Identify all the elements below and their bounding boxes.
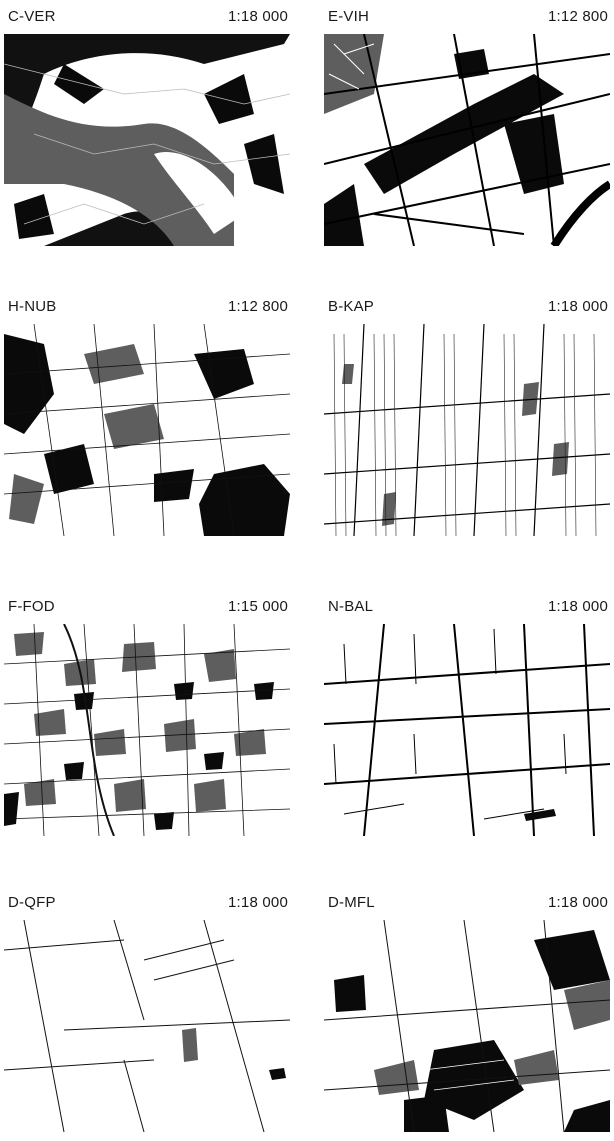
panel-header: D-QFP 1:18 000 [4,890,294,914]
landscape-map [4,624,290,836]
landscape-map [324,920,610,1140]
landscape-map [324,324,610,536]
site-code: C-VER [8,8,56,25]
map-scale: 1:18 000 [548,894,608,911]
landscape-map [4,920,290,1140]
panel-header: D-MFL 1:18 000 [324,890,614,914]
map-scale: 1:18 000 [228,894,288,911]
panel-header: H-NUB 1:12 800 [4,294,294,318]
landscape-map [324,34,610,246]
panel-header: N-BAL 1:18 000 [324,594,614,618]
site-code: D-QFP [8,894,56,911]
panel-header: E-VIH 1:12 800 [324,4,614,28]
landscape-map [4,324,290,536]
landscape-map [324,624,610,836]
map-scale: 1:18 000 [548,598,608,615]
site-code: B-KAP [328,298,375,315]
site-code: N-BAL [328,598,374,615]
map-scale: 1:18 000 [228,8,288,25]
map-scale: 1:15 000 [228,598,288,615]
site-code: F-FOD [8,598,55,615]
site-code: H-NUB [8,298,57,315]
map-scale: 1:12 800 [228,298,288,315]
map-scale: 1:12 800 [548,8,608,25]
landscape-map [4,34,290,246]
panel-header: B-KAP 1:18 000 [324,294,614,318]
panel-header: C-VER 1:18 000 [4,4,294,28]
site-code: D-MFL [328,894,375,911]
panel-header: F-FOD 1:15 000 [4,594,294,618]
map-scale: 1:18 000 [548,298,608,315]
site-code: E-VIH [328,8,370,25]
